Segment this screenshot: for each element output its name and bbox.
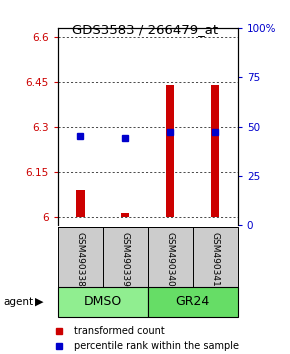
Text: GSM490341: GSM490341 <box>211 232 220 286</box>
Bar <box>103 227 148 289</box>
Bar <box>148 227 193 289</box>
Text: GSM490338: GSM490338 <box>76 232 85 286</box>
Bar <box>148 287 238 317</box>
Bar <box>58 227 103 289</box>
Text: GDS3583 / 266479_at: GDS3583 / 266479_at <box>72 23 218 36</box>
Text: GSM490340: GSM490340 <box>166 232 175 286</box>
Text: agent: agent <box>3 297 33 307</box>
Bar <box>211 85 219 217</box>
Bar <box>122 213 129 217</box>
Text: ▶: ▶ <box>35 297 44 307</box>
Bar <box>58 287 148 317</box>
Text: GR24: GR24 <box>176 295 210 308</box>
Bar <box>166 85 174 217</box>
Text: GSM490339: GSM490339 <box>121 232 130 286</box>
Bar <box>77 190 84 217</box>
Bar <box>193 227 238 289</box>
Text: percentile rank within the sample: percentile rank within the sample <box>74 341 239 350</box>
Text: DMSO: DMSO <box>84 295 122 308</box>
Text: transformed count: transformed count <box>74 326 164 336</box>
